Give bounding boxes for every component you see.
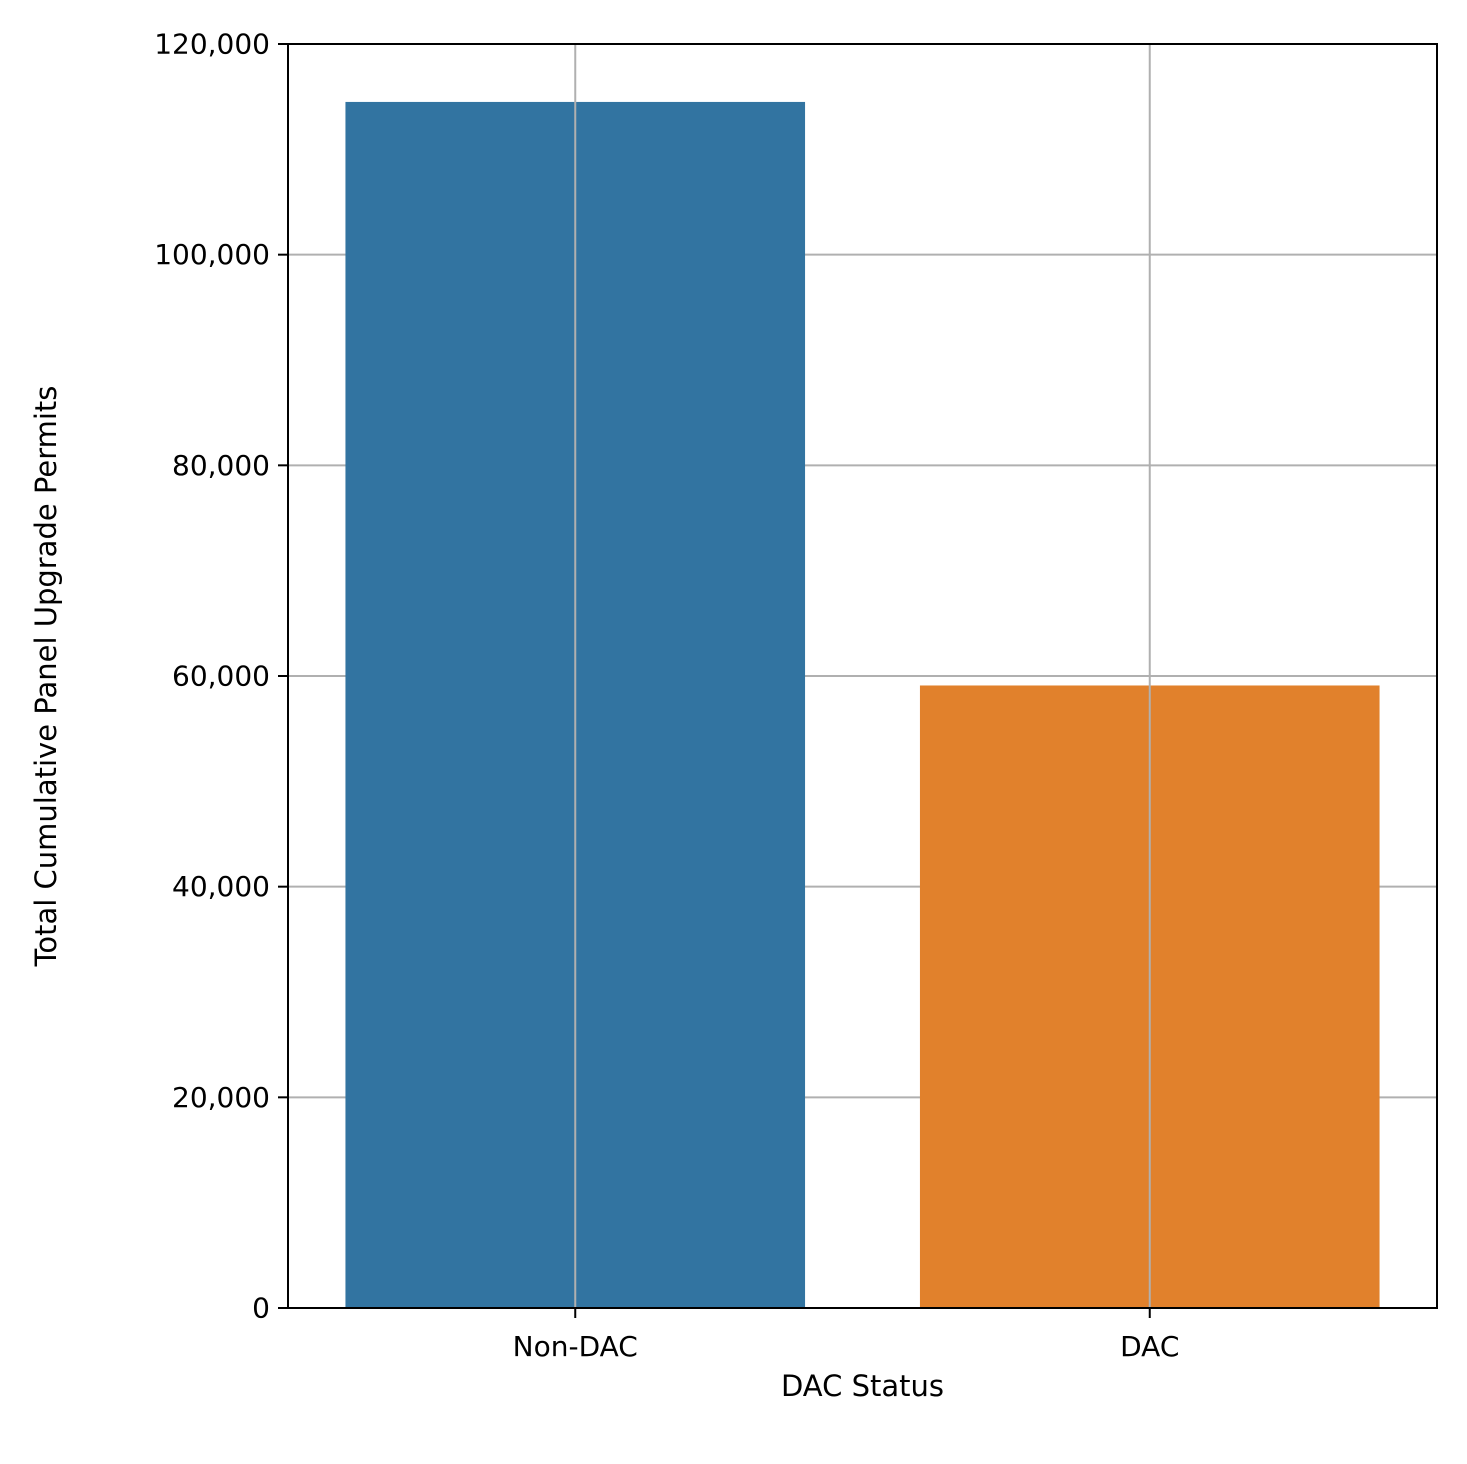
- y-tick-label: 60,000: [172, 660, 270, 693]
- y-axis-title: Total Cumulative Panel Upgrade Permits: [29, 386, 63, 968]
- y-tick-label: 0: [252, 1292, 270, 1325]
- vertical-grid-lines: [574, 44, 1151, 1308]
- x-tick-label: DAC: [1120, 1330, 1179, 1363]
- x-axis-ticks: Non-DAC DAC: [513, 1308, 1179, 1363]
- y-tick-label: 100,000: [154, 238, 270, 271]
- x-axis-title: DAC Status: [781, 1369, 944, 1403]
- y-axis-ticks: 0 20,000 40,000 60,000 80,000 100,000 120,000: [154, 28, 288, 1325]
- y-tick-label: 20,000: [172, 1081, 270, 1114]
- y-tick-label: 120,000: [154, 28, 270, 61]
- bars: [345, 101, 1380, 1308]
- y-tick-label: 40,000: [172, 870, 270, 903]
- x-tick-label: Non-DAC: [513, 1330, 638, 1363]
- y-tick-label: 80,000: [172, 449, 270, 482]
